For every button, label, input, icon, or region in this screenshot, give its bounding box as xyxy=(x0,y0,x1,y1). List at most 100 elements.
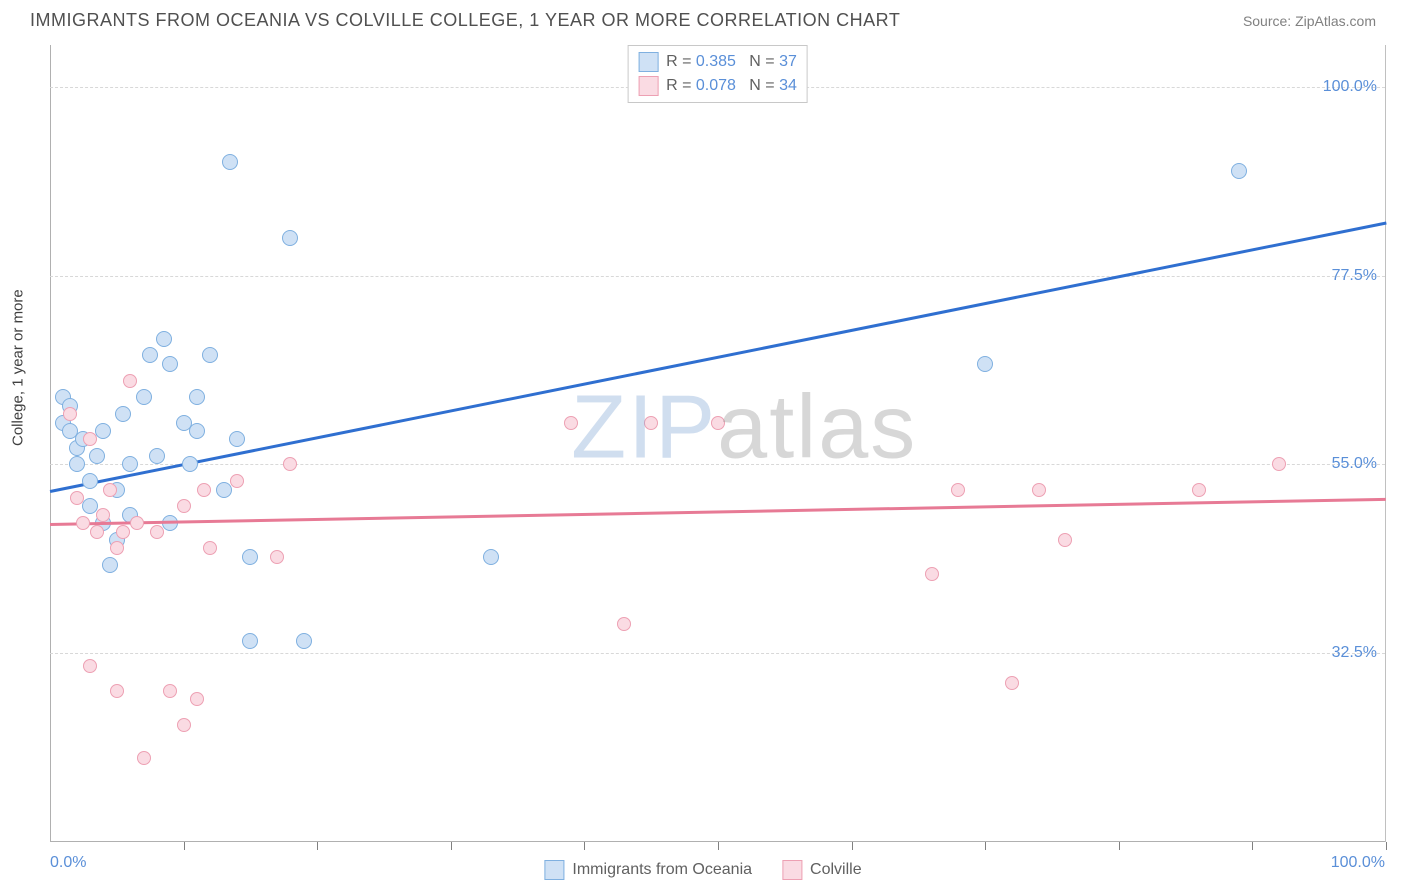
gridline xyxy=(50,276,1385,277)
legend-label: Immigrants from Oceania xyxy=(572,861,752,879)
data-point xyxy=(229,431,245,447)
legend-swatch xyxy=(638,52,658,72)
y-tick-label: 100.0% xyxy=(1323,78,1377,96)
data-point xyxy=(282,230,298,246)
x-tick xyxy=(317,842,318,850)
y-tick-label: 55.0% xyxy=(1332,455,1377,473)
data-point xyxy=(95,423,111,439)
data-point xyxy=(189,423,205,439)
data-point xyxy=(190,692,204,706)
data-point xyxy=(89,448,105,464)
data-point xyxy=(977,356,993,372)
data-point xyxy=(222,154,238,170)
data-point xyxy=(617,617,631,631)
data-point xyxy=(216,482,232,498)
data-point xyxy=(136,389,152,405)
x-tick xyxy=(184,842,185,850)
x-tick xyxy=(852,842,853,850)
data-point xyxy=(1058,533,1072,547)
source-label: Source: ZipAtlas.com xyxy=(1243,13,1376,29)
data-point xyxy=(177,499,191,513)
data-point xyxy=(177,718,191,732)
data-point xyxy=(116,525,130,539)
data-point xyxy=(115,406,131,422)
y-tick-label: 77.5% xyxy=(1332,267,1377,285)
data-point xyxy=(82,473,98,489)
correlation-legend: R = 0.385 N = 37 R = 0.078 N = 34 xyxy=(627,45,808,103)
data-point xyxy=(1192,483,1206,497)
data-point xyxy=(951,483,965,497)
data-point xyxy=(202,347,218,363)
data-point xyxy=(102,557,118,573)
data-point xyxy=(163,684,177,698)
legend-item: Colville xyxy=(782,860,862,880)
chart-plot-area: 32.5%55.0%77.5%100.0% ZIPatlas R = 0.385… xyxy=(50,45,1386,842)
data-point xyxy=(83,432,97,446)
data-point xyxy=(83,659,97,673)
data-point xyxy=(142,347,158,363)
data-point xyxy=(82,498,98,514)
data-point xyxy=(203,541,217,555)
x-tick xyxy=(451,842,452,850)
data-point xyxy=(110,684,124,698)
data-point xyxy=(564,416,578,430)
data-point xyxy=(1032,483,1046,497)
x-tick xyxy=(718,842,719,850)
x-tick xyxy=(1119,842,1120,850)
data-point xyxy=(296,633,312,649)
y-axis-label: College, 1 year or more xyxy=(10,289,27,446)
data-point xyxy=(197,483,211,497)
data-point xyxy=(230,474,244,488)
data-point xyxy=(137,751,151,765)
data-point xyxy=(283,457,297,471)
x-tick xyxy=(1252,842,1253,850)
data-point xyxy=(189,389,205,405)
series-legend: Immigrants from Oceania Colville xyxy=(544,860,861,880)
legend-swatch xyxy=(782,860,802,880)
legend-stats: R = 0.078 N = 34 xyxy=(666,77,797,95)
y-tick-label: 32.5% xyxy=(1332,644,1377,662)
data-point xyxy=(242,633,258,649)
data-point xyxy=(96,508,110,522)
gridline xyxy=(50,653,1385,654)
data-point xyxy=(1272,457,1286,471)
data-point xyxy=(182,456,198,472)
data-point xyxy=(644,416,658,430)
data-point xyxy=(90,525,104,539)
data-point xyxy=(1231,163,1247,179)
data-point xyxy=(122,456,138,472)
data-point xyxy=(63,407,77,421)
data-point xyxy=(149,448,165,464)
x-tick xyxy=(1386,842,1387,850)
data-point xyxy=(711,416,725,430)
legend-swatch xyxy=(544,860,564,880)
legend-row: R = 0.078 N = 34 xyxy=(638,74,797,98)
data-point xyxy=(70,491,84,505)
legend-row: R = 0.385 N = 37 xyxy=(638,50,797,74)
data-point xyxy=(130,516,144,530)
data-point xyxy=(483,549,499,565)
chart-title: IMMIGRANTS FROM OCEANIA VS COLVILLE COLL… xyxy=(30,10,900,31)
data-point xyxy=(110,541,124,555)
data-point xyxy=(270,550,284,564)
legend-label: Colville xyxy=(810,861,862,879)
x-tick xyxy=(985,842,986,850)
data-point xyxy=(162,356,178,372)
data-point xyxy=(69,456,85,472)
trend-line xyxy=(50,221,1386,492)
data-point xyxy=(242,549,258,565)
data-point xyxy=(103,483,117,497)
x-axis-end: 100.0% xyxy=(1331,854,1385,872)
gridline xyxy=(50,464,1385,465)
data-point xyxy=(76,516,90,530)
data-point xyxy=(156,331,172,347)
legend-stats: R = 0.385 N = 37 xyxy=(666,53,797,71)
data-point xyxy=(925,567,939,581)
data-point xyxy=(1005,676,1019,690)
legend-item: Immigrants from Oceania xyxy=(544,860,752,880)
data-point xyxy=(150,525,164,539)
x-tick xyxy=(584,842,585,850)
data-point xyxy=(123,374,137,388)
trend-line xyxy=(50,498,1386,526)
legend-swatch xyxy=(638,76,658,96)
